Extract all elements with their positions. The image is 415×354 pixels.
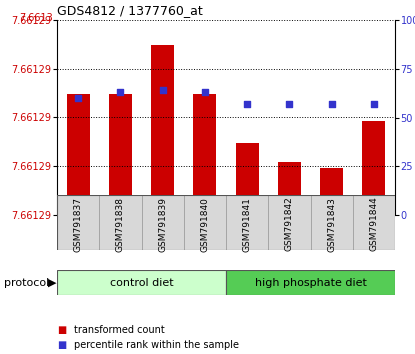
Point: [202, 89, 208, 95]
Bar: [57, 270, 226, 295]
Bar: [268, 195, 310, 250]
Bar: [142, 195, 184, 250]
Point: [117, 89, 124, 95]
Point: [75, 95, 81, 101]
Bar: [310, 195, 353, 250]
Text: GSM791843: GSM791843: [327, 197, 336, 252]
Text: GSM791839: GSM791839: [158, 197, 167, 252]
Bar: [353, 195, 395, 250]
Bar: [278, 162, 301, 215]
Bar: [99, 195, 142, 250]
Text: ■: ■: [57, 340, 66, 350]
Bar: [193, 94, 217, 215]
Text: high phosphate diet: high phosphate diet: [254, 278, 366, 287]
Point: [244, 101, 250, 107]
Text: GSM791837: GSM791837: [73, 197, 83, 252]
Point: [286, 101, 293, 107]
Text: GSM791838: GSM791838: [116, 197, 125, 252]
Point: [371, 101, 377, 107]
Bar: [66, 94, 90, 215]
Text: GDS4812 / 1377760_at: GDS4812 / 1377760_at: [57, 5, 203, 17]
Bar: [184, 195, 226, 250]
Bar: [109, 94, 132, 215]
Bar: [57, 195, 99, 250]
Text: ■: ■: [57, 325, 66, 335]
Text: GSM791842: GSM791842: [285, 197, 294, 251]
Text: protocol: protocol: [4, 278, 49, 287]
Text: control diet: control diet: [110, 278, 173, 287]
Bar: [320, 168, 343, 215]
Text: ▶: ▶: [48, 278, 56, 287]
Text: GSM791840: GSM791840: [200, 197, 210, 252]
Text: percentile rank within the sample: percentile rank within the sample: [73, 340, 239, 350]
Text: GSM791844: GSM791844: [369, 197, 378, 251]
Point: [159, 87, 166, 93]
Bar: [226, 270, 395, 295]
Bar: [362, 121, 386, 215]
Text: transformed count: transformed count: [73, 325, 164, 335]
Bar: [226, 195, 268, 250]
Bar: [151, 45, 174, 215]
Text: GSM791841: GSM791841: [243, 197, 251, 252]
Point: [328, 101, 335, 107]
Text: 7.6613: 7.6613: [19, 13, 53, 23]
Bar: [235, 143, 259, 215]
